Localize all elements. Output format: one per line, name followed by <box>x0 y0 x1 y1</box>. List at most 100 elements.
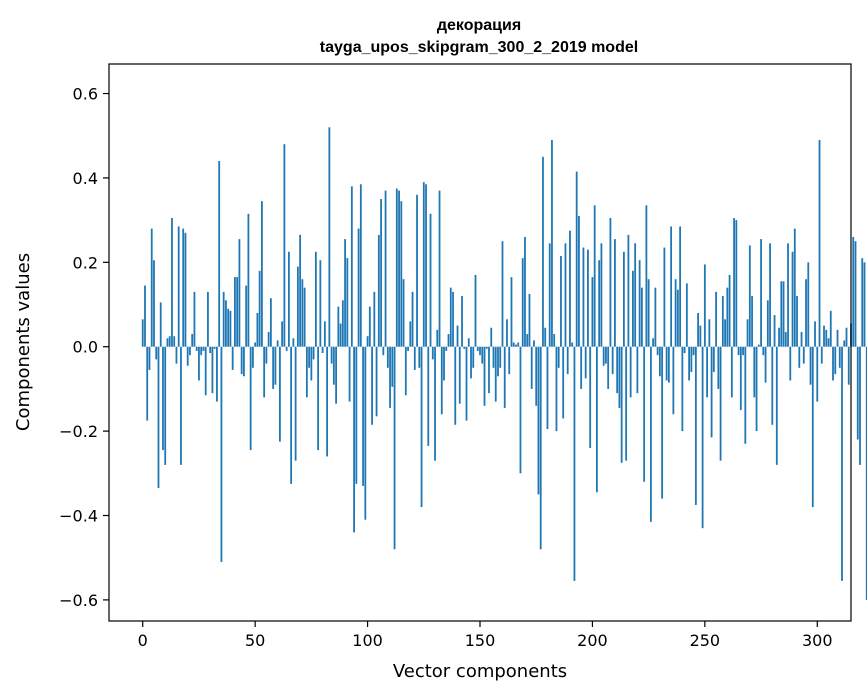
bar <box>643 346 646 482</box>
bar <box>220 346 223 562</box>
bar <box>141 319 144 347</box>
bar <box>629 346 632 398</box>
bar <box>310 346 313 381</box>
bar <box>715 291 717 347</box>
bar <box>479 346 481 356</box>
bar <box>674 279 677 347</box>
bar <box>823 325 825 347</box>
bar <box>425 184 427 347</box>
bar <box>355 346 358 484</box>
bar <box>730 346 733 398</box>
bar <box>820 346 823 364</box>
bar <box>539 346 542 550</box>
bar <box>656 346 659 356</box>
bar <box>380 199 382 347</box>
bar <box>807 262 810 347</box>
bar <box>548 243 551 347</box>
bar <box>757 344 760 347</box>
y-tick-label: −0.4 <box>59 507 98 526</box>
y-tick-label: 0.4 <box>73 169 98 188</box>
bar <box>748 245 751 347</box>
bar <box>753 346 756 398</box>
bar <box>404 346 407 396</box>
bar <box>863 262 866 347</box>
bar <box>728 274 731 347</box>
bar <box>243 346 245 377</box>
y-tick-label: 0.0 <box>73 338 98 357</box>
x-tick-label: 200 <box>577 631 608 650</box>
bar <box>216 346 218 402</box>
bar <box>544 327 547 347</box>
bar <box>694 346 697 505</box>
y-tick-label: 0.6 <box>73 85 98 104</box>
bar <box>688 346 691 381</box>
bar <box>454 346 457 425</box>
bar <box>431 346 434 360</box>
bar <box>859 346 861 465</box>
bar <box>847 346 850 385</box>
bar <box>535 346 538 406</box>
bar <box>724 319 726 347</box>
x-tick-label: 100 <box>352 631 383 650</box>
bar <box>778 327 780 347</box>
bar <box>726 287 729 347</box>
bar <box>811 346 814 508</box>
bar <box>265 346 268 364</box>
bar <box>614 239 616 347</box>
bar <box>164 346 167 465</box>
bar <box>184 232 187 347</box>
bar <box>337 306 340 347</box>
bar <box>353 346 355 533</box>
bar <box>341 300 344 347</box>
bar <box>427 346 430 446</box>
bar <box>854 241 857 347</box>
bar <box>555 346 558 432</box>
bar <box>497 346 499 377</box>
bar <box>692 346 695 356</box>
bar <box>838 346 841 368</box>
bar <box>827 338 830 347</box>
bar <box>150 228 153 347</box>
bar <box>261 201 263 347</box>
bar <box>672 346 675 415</box>
bar <box>438 190 441 347</box>
bar <box>256 312 259 347</box>
plot-frame <box>108 63 852 622</box>
bar <box>420 346 423 508</box>
bar <box>640 287 643 347</box>
bar <box>195 346 198 351</box>
bar <box>602 346 605 366</box>
bar <box>391 346 394 387</box>
bar <box>571 342 574 347</box>
bar <box>584 346 587 379</box>
bar <box>499 346 502 368</box>
bar <box>773 315 776 347</box>
bar <box>510 277 513 347</box>
bar <box>303 287 306 347</box>
bar <box>330 346 333 364</box>
bar <box>488 346 490 394</box>
bar <box>719 346 722 461</box>
bar <box>582 247 585 347</box>
bar <box>526 334 529 347</box>
bar <box>296 266 299 347</box>
bar <box>836 329 839 347</box>
bar <box>733 218 735 347</box>
bar <box>800 331 803 347</box>
bar <box>537 346 540 495</box>
bar <box>400 201 403 347</box>
bar <box>735 220 738 347</box>
bar <box>742 346 744 356</box>
bar <box>240 346 243 375</box>
bar <box>816 346 819 402</box>
bar <box>269 298 272 347</box>
bar <box>159 302 162 347</box>
bar <box>841 346 843 581</box>
chart-title: декорация <box>437 17 521 34</box>
bar <box>382 346 385 356</box>
bar <box>429 213 432 347</box>
bar <box>218 161 221 347</box>
bar <box>528 293 531 347</box>
bar <box>317 346 320 451</box>
bar <box>180 346 182 465</box>
